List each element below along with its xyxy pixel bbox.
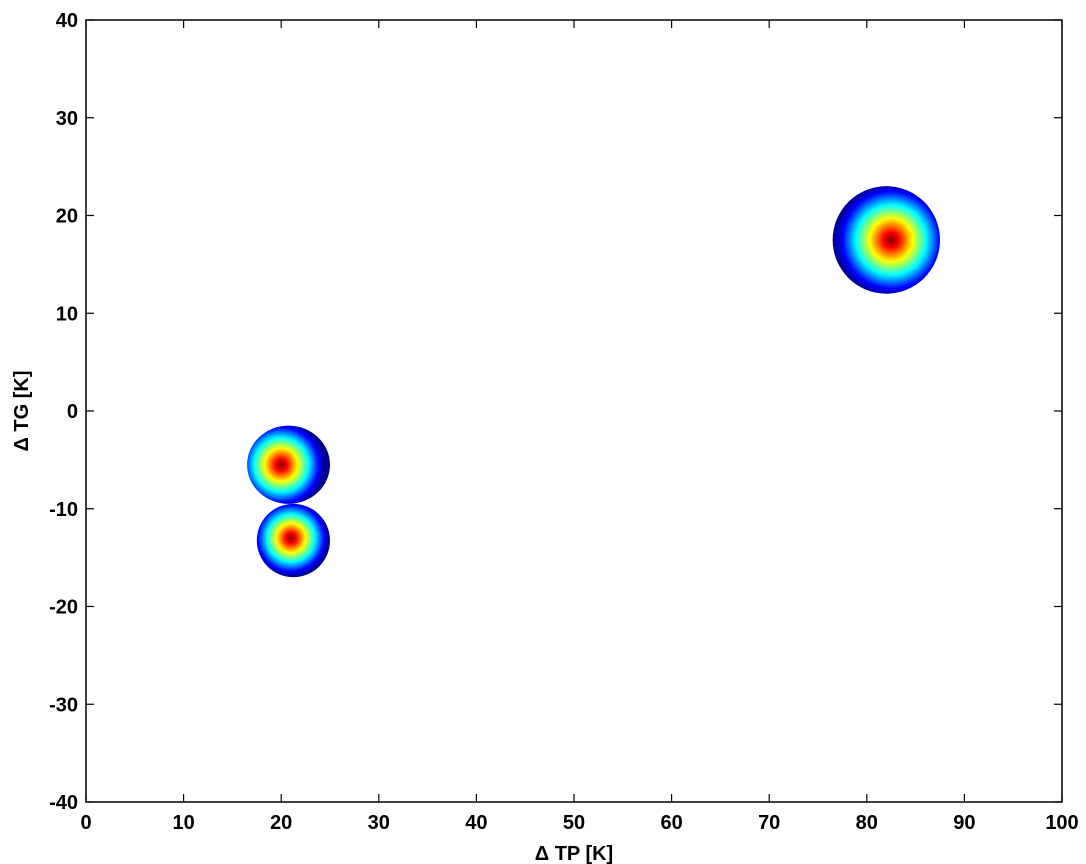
y-tick-label: -30 (49, 694, 78, 716)
plot-frame (85, 19, 1063, 803)
density-layer (247, 186, 940, 578)
x-tick-label: 70 (758, 812, 780, 834)
density-cluster-2 (256, 503, 330, 578)
y-tick-label: 40 (56, 10, 78, 32)
x-tick-label: 10 (172, 812, 194, 834)
x-tick-label: 40 (465, 812, 487, 834)
x-tick-label: 60 (660, 812, 682, 834)
y-tick-label: -20 (49, 597, 78, 619)
y-axis-label: Δ TG [K] (11, 370, 33, 451)
y-tick-label: -40 (49, 792, 78, 814)
x-tick-label: 0 (80, 812, 91, 834)
x-tick-label: 30 (368, 812, 390, 834)
x-tick-label: 90 (953, 812, 975, 834)
y-tick-label: 10 (56, 303, 78, 325)
density-cluster-3 (832, 186, 940, 294)
x-tick-label: 80 (856, 812, 878, 834)
density-cluster-1 (247, 425, 330, 504)
x-tick-label: 100 (1045, 812, 1078, 834)
y-tick-label: 30 (56, 108, 78, 130)
y-tick-label: 20 (56, 206, 78, 228)
x-axis-label: Δ TP [K] (535, 843, 613, 864)
y-tick-label: 0 (67, 401, 78, 423)
y-tick-label: -10 (49, 499, 78, 521)
x-tick-label: 50 (563, 812, 585, 834)
ticks-layer: 0 10 20 30 40 50 60 70 80 90 100 -40 -30 -20 -10 0 10 20 3… (49, 10, 1079, 834)
x-tick-label: 20 (270, 812, 292, 834)
